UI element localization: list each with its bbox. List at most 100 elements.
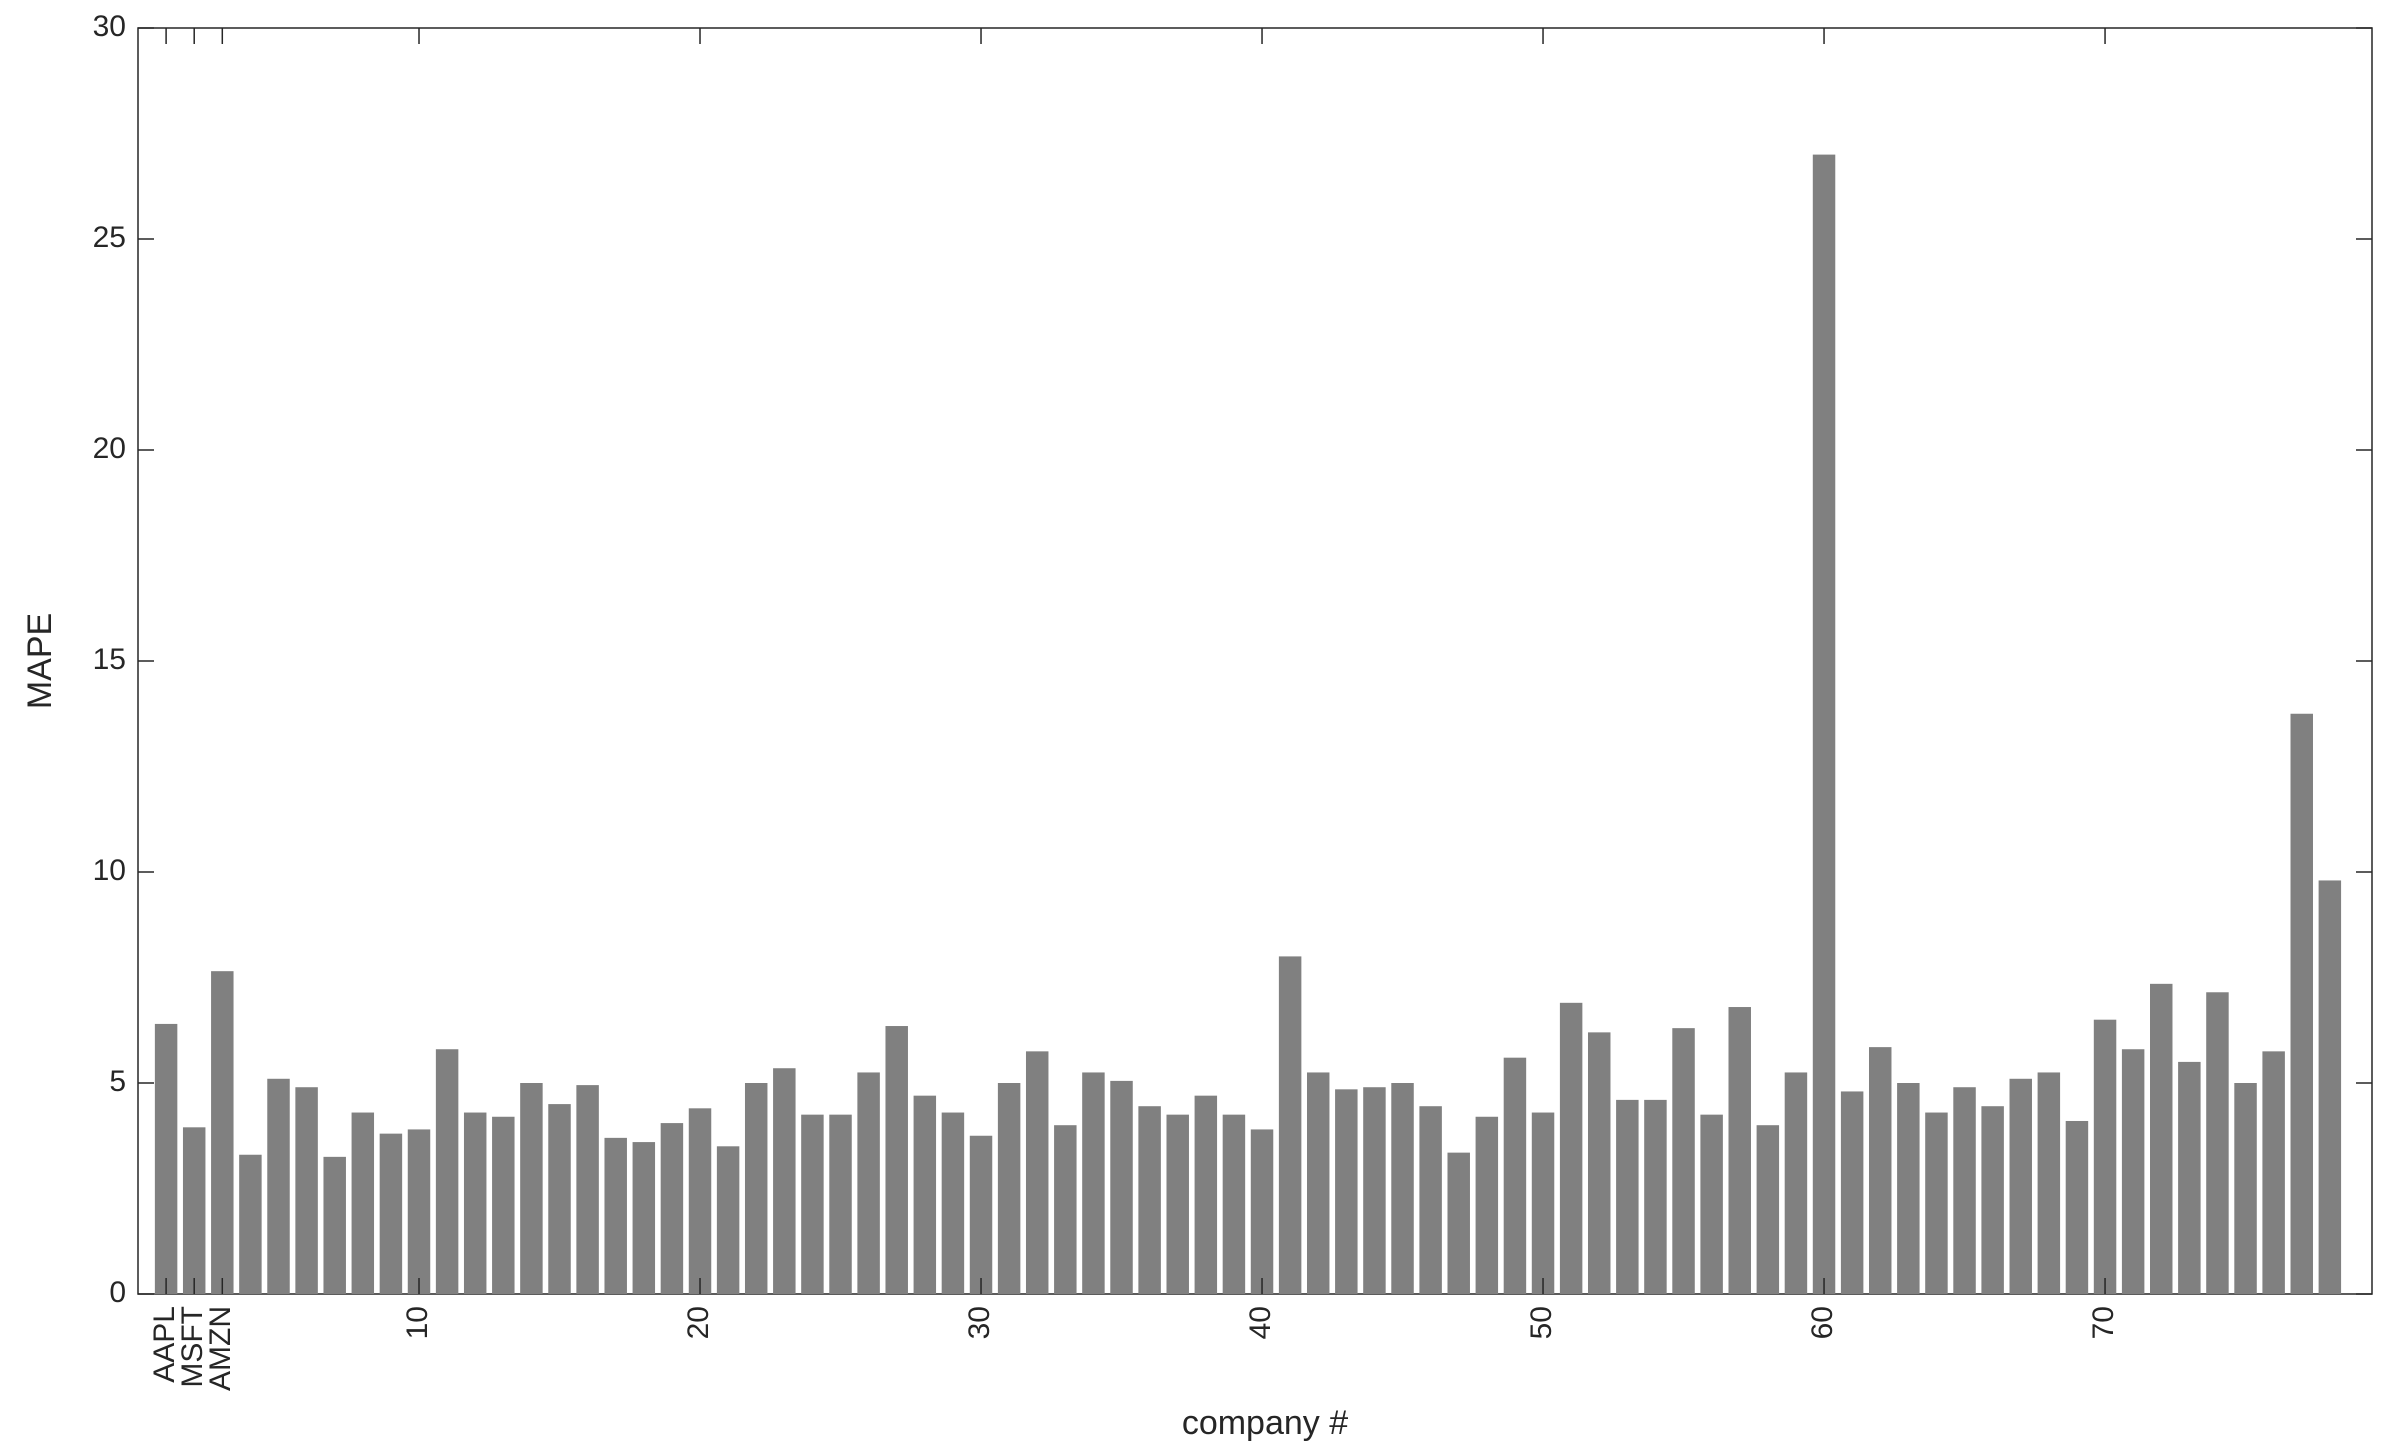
bar: [2065, 1120, 2089, 1294]
y-tick-label: 10: [93, 854, 126, 887]
bar: [435, 1049, 459, 1294]
bar: [1250, 1129, 1274, 1294]
x-tick-label: 30: [963, 1306, 996, 1339]
bar: [1335, 1089, 1358, 1294]
x-tick-label: 60: [1806, 1306, 1839, 1339]
bar: [1194, 1095, 1218, 1294]
bar: [2206, 992, 2229, 1294]
bar: [492, 1116, 515, 1294]
bar: [2262, 1051, 2285, 1294]
bar: [1222, 1114, 1246, 1294]
bar: [520, 1083, 543, 1294]
bar: [997, 1083, 1021, 1294]
bar: [2121, 1049, 2145, 1294]
bar: [1363, 1087, 1386, 1294]
y-tick-label: 15: [93, 643, 126, 676]
bar: [1897, 1083, 1920, 1294]
x-tick-label: MSFT: [176, 1306, 209, 1388]
bar: [688, 1108, 712, 1294]
bar: [1419, 1106, 1442, 1294]
bar: [1953, 1087, 1976, 1294]
axes-frame: [137, 27, 2373, 1295]
bar: [660, 1123, 684, 1294]
bar: [632, 1142, 656, 1294]
bar: [1025, 1051, 1049, 1294]
bar: [604, 1137, 627, 1294]
bar: [2318, 880, 2342, 1294]
bar: [857, 1072, 880, 1294]
bar: [744, 1083, 768, 1294]
bar: [182, 1127, 206, 1294]
bar: [463, 1112, 487, 1294]
bar: [1840, 1091, 1864, 1294]
bar: [1728, 1007, 1751, 1294]
bar: [407, 1129, 431, 1294]
bar: [576, 1085, 599, 1294]
x-tick-label: 10: [401, 1306, 434, 1339]
bar: [969, 1135, 993, 1294]
bar: [773, 1068, 796, 1294]
x-tick-label: 20: [682, 1306, 715, 1339]
bar: [716, 1146, 740, 1294]
bar: [211, 971, 234, 1294]
x-tick-label: 70: [2087, 1306, 2120, 1339]
bar: [941, 1112, 965, 1294]
bar: [323, 1156, 346, 1294]
bar: [2037, 1072, 2061, 1294]
bar: [1587, 1032, 1611, 1294]
bar: [829, 1114, 852, 1294]
bar: [1306, 1072, 1330, 1294]
x-tick-label: AMZN: [204, 1306, 237, 1391]
x-tick-label: AAPL: [148, 1306, 181, 1383]
y-tick-label: 30: [93, 10, 126, 43]
bar: [2234, 1083, 2257, 1294]
bar: [1559, 1002, 1583, 1294]
bar: [1475, 1116, 1499, 1294]
bar: [1503, 1057, 1527, 1294]
bar: [1531, 1112, 1555, 1294]
bar: [2178, 1061, 2201, 1294]
x-tick-label: 50: [1525, 1306, 1558, 1339]
bar: [1054, 1125, 1077, 1294]
bar: [1784, 1072, 1808, 1294]
y-axis-label: MAPE: [21, 613, 59, 709]
bar: [1756, 1125, 1780, 1294]
bar: [1868, 1047, 1892, 1294]
bar: [1110, 1080, 1133, 1294]
bar: [1700, 1114, 1723, 1294]
bar: [1138, 1106, 1161, 1294]
bar: [1447, 1152, 1470, 1294]
bar: [2150, 983, 2173, 1294]
bar: [1925, 1112, 1948, 1294]
bar: [379, 1133, 403, 1294]
bar: [2093, 1019, 2117, 1294]
bar: [1616, 1099, 1639, 1294]
bar: [1166, 1114, 1189, 1294]
bar: [1812, 154, 1836, 1295]
y-tick-label: 25: [93, 221, 126, 254]
bar: [1391, 1083, 1414, 1294]
bar: [267, 1078, 290, 1294]
bar: [1644, 1099, 1667, 1294]
bar: [154, 1023, 178, 1294]
bar: [885, 1026, 908, 1294]
bar: [351, 1112, 375, 1294]
bar: [913, 1095, 937, 1294]
y-tick-label: 0: [109, 1276, 126, 1309]
bar: [295, 1087, 318, 1294]
x-axis-label: company #: [1182, 1404, 1348, 1442]
bar: [548, 1104, 571, 1294]
y-tick-label: 5: [109, 1065, 126, 1098]
bar: [1278, 956, 1302, 1294]
bar: [2009, 1078, 2032, 1294]
bar: [801, 1114, 824, 1294]
bar: [1981, 1106, 2004, 1294]
bar: [1082, 1072, 1105, 1294]
bar: [1672, 1028, 1695, 1294]
y-tick-label: 20: [93, 432, 126, 465]
bar: [2290, 713, 2313, 1294]
bar: [239, 1154, 262, 1294]
x-tick-label: 40: [1244, 1306, 1277, 1339]
